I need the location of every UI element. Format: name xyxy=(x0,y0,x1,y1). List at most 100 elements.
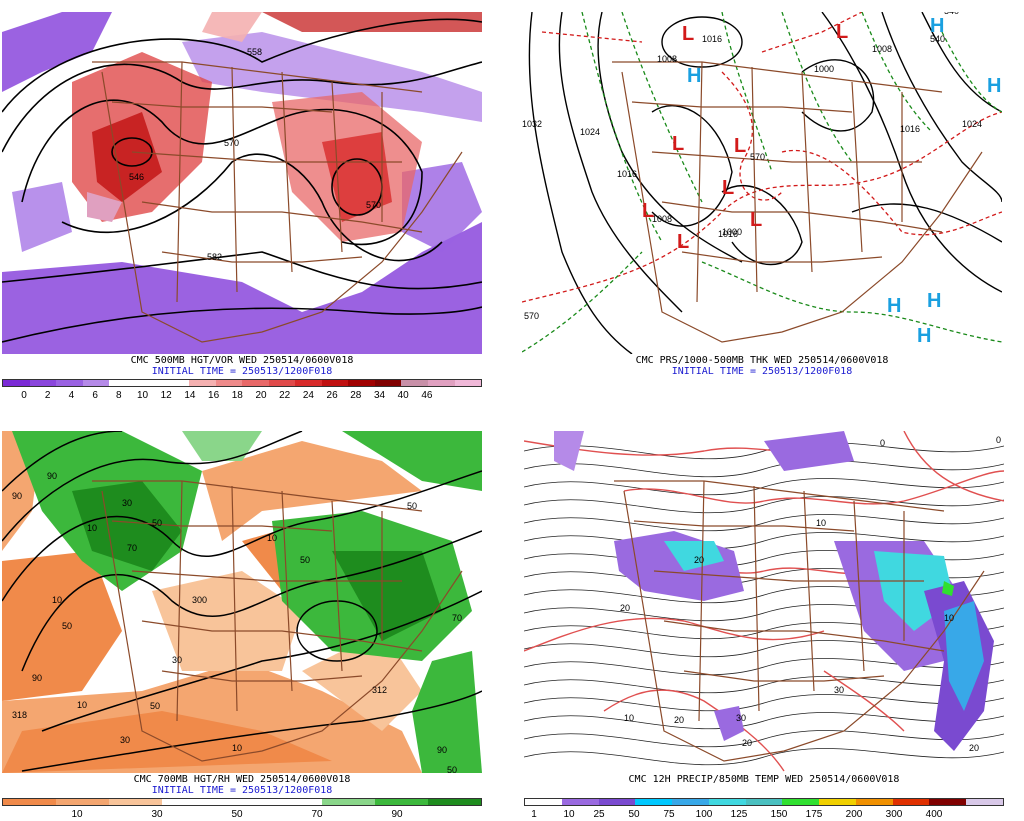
low-pressure-center: L xyxy=(672,133,684,155)
colorbar-swatch xyxy=(188,380,216,386)
colorbar-swatch xyxy=(672,799,709,805)
low-pressure-center: L xyxy=(836,21,848,43)
colorbar-swatch xyxy=(525,799,562,805)
colorbar-swatch xyxy=(598,799,636,805)
colorbar-tick-label: 75 xyxy=(663,809,675,820)
colorbar-tick-label: 100 xyxy=(695,809,713,820)
colorbar-swatch xyxy=(374,799,428,805)
colorbar-swatch xyxy=(162,799,216,805)
isobar-label: 1008 xyxy=(657,54,677,64)
colorbar-tick-label: 46 xyxy=(421,390,433,401)
contour-label: 90 xyxy=(32,673,42,683)
isobar-label: 1008 xyxy=(872,44,892,54)
map-pressure: 1032 1024 1016 1008 1016 1008 1000 1000 1008 1016… xyxy=(522,12,1002,354)
colorbar-ticks: 10 30 50 70 90 xyxy=(2,809,482,821)
colorbar-swatch xyxy=(401,380,428,386)
colorbar xyxy=(2,798,482,806)
contour-label: 10 xyxy=(232,743,242,753)
low-pressure-center: L xyxy=(750,209,762,231)
colorbar-tick-label: 14 xyxy=(184,390,196,401)
colorbar-tick-label: 10 xyxy=(136,390,149,401)
colorbar-swatch xyxy=(635,799,673,805)
colorbar-swatch xyxy=(162,380,189,386)
svg-text:570: 570 xyxy=(224,138,239,148)
contour-label: 10 xyxy=(267,533,277,543)
panel-title: CMC 12H PRECIP/850MB TEMP WED 250514/060… xyxy=(628,774,900,785)
colorbar-swatch xyxy=(268,799,322,805)
colorbar-tick-label: 70 xyxy=(311,809,323,820)
isobar-label: 1016 xyxy=(900,124,920,134)
contour-label: 30 xyxy=(120,735,130,745)
colorbar xyxy=(2,379,482,387)
colorbar-swatch xyxy=(819,799,856,805)
colorbar-swatch xyxy=(3,799,57,805)
contour-label: 10 xyxy=(77,700,87,710)
colorbar-tick-label: 34 xyxy=(373,390,386,401)
colorbar-swatch xyxy=(966,799,1003,805)
colorbar-tick-label: 2 xyxy=(44,390,51,401)
colorbar-tick-label: 300 xyxy=(885,809,903,820)
colorbar-tick-label: 50 xyxy=(231,809,243,820)
temperature-label: 10 xyxy=(944,613,954,623)
contour-label: 312 xyxy=(372,685,387,695)
map-500mb: 558 570 546 570 582 xyxy=(2,12,482,354)
high-pressure-center: H xyxy=(687,65,701,87)
colorbar-tick-label: 10 xyxy=(563,809,575,820)
contour-label: 30 xyxy=(172,655,182,665)
low-pressure-center: L xyxy=(642,200,654,222)
isobar-label: 1000 xyxy=(722,227,742,237)
colorbar-swatch xyxy=(855,799,893,805)
colorbar-tick-label: 18 xyxy=(231,390,243,401)
contour-label: 50 xyxy=(62,621,72,631)
high-pressure-center: H xyxy=(887,295,901,317)
contour-label: 10 xyxy=(87,523,97,533)
panel-title: CMC 500MB HGT/VOR WED 250514/0600V018 xyxy=(130,355,354,366)
colorbar-swatch xyxy=(109,799,163,805)
temperature-label: 30 xyxy=(736,713,746,723)
colorbar-tick-label: 12 xyxy=(160,390,172,401)
colorbar-tick-label: 30 xyxy=(151,809,163,820)
low-pressure-center: L xyxy=(722,177,734,199)
colorbar-swatch xyxy=(215,380,243,386)
contour-label: 90 xyxy=(12,491,22,501)
svg-text:582: 582 xyxy=(207,252,222,262)
high-pressure-center: H xyxy=(927,290,941,312)
map-700mb: 90 90 10 30 50 70 10 50 300 50 10 50 70 90 30 312 318 10 5… xyxy=(2,431,482,773)
initial-time: INITIAL TIME = 250513/1200F018 xyxy=(151,785,333,796)
isobar-label: 1024 xyxy=(580,127,600,137)
panel-title: CMC 700MB HGT/RH WED 250514/0600V018 xyxy=(133,774,351,785)
initial-time: INITIAL TIME = 250513/1200F018 xyxy=(151,366,333,377)
colorbar-tick-label: 40 xyxy=(397,390,409,401)
contour-label: 318 xyxy=(12,710,27,720)
colorbar xyxy=(524,798,1004,806)
temperature-label: 20 xyxy=(694,555,704,565)
colorbar-swatch xyxy=(929,799,967,805)
colorbar-tick-label: 150 xyxy=(770,809,788,820)
contour-label: 90 xyxy=(47,471,57,481)
panel-title: CMC PRS/1000-500MB THK WED 250514/0600V0… xyxy=(635,355,889,366)
colorbar-swatch xyxy=(427,799,481,805)
contour-label: 50 xyxy=(447,765,457,773)
isobar-label: 1016 xyxy=(718,229,738,239)
high-pressure-center: H xyxy=(917,325,931,347)
colorbar-swatch xyxy=(295,380,322,386)
colorbar-swatch xyxy=(268,380,296,386)
colorbar-swatch xyxy=(782,799,820,805)
temperature-label: 20 xyxy=(620,603,630,613)
high-pressure-center: H xyxy=(987,75,1001,97)
colorbar-tick-label: 6 xyxy=(92,390,98,401)
colorbar-ticks: 1 10 25 50 75 100 125 150 175 200 300 400 xyxy=(524,809,1004,821)
colorbar-swatch xyxy=(708,799,746,805)
colorbar-swatch xyxy=(215,799,269,805)
colorbar-swatch xyxy=(745,799,783,805)
high-pressure-center: H xyxy=(930,15,944,37)
contour-label: 30 xyxy=(122,498,132,508)
contour-label: 50 xyxy=(407,501,417,511)
temperature-label: 20 xyxy=(674,715,684,725)
colorbar-tick-label: 25 xyxy=(593,809,605,820)
temperature-label: 30 xyxy=(834,685,844,695)
thickness-label: 540 xyxy=(930,34,945,44)
colorbar-tick-label: 16 xyxy=(208,390,220,401)
contour-label: 70 xyxy=(127,543,137,553)
colorbar-swatch xyxy=(348,380,375,386)
